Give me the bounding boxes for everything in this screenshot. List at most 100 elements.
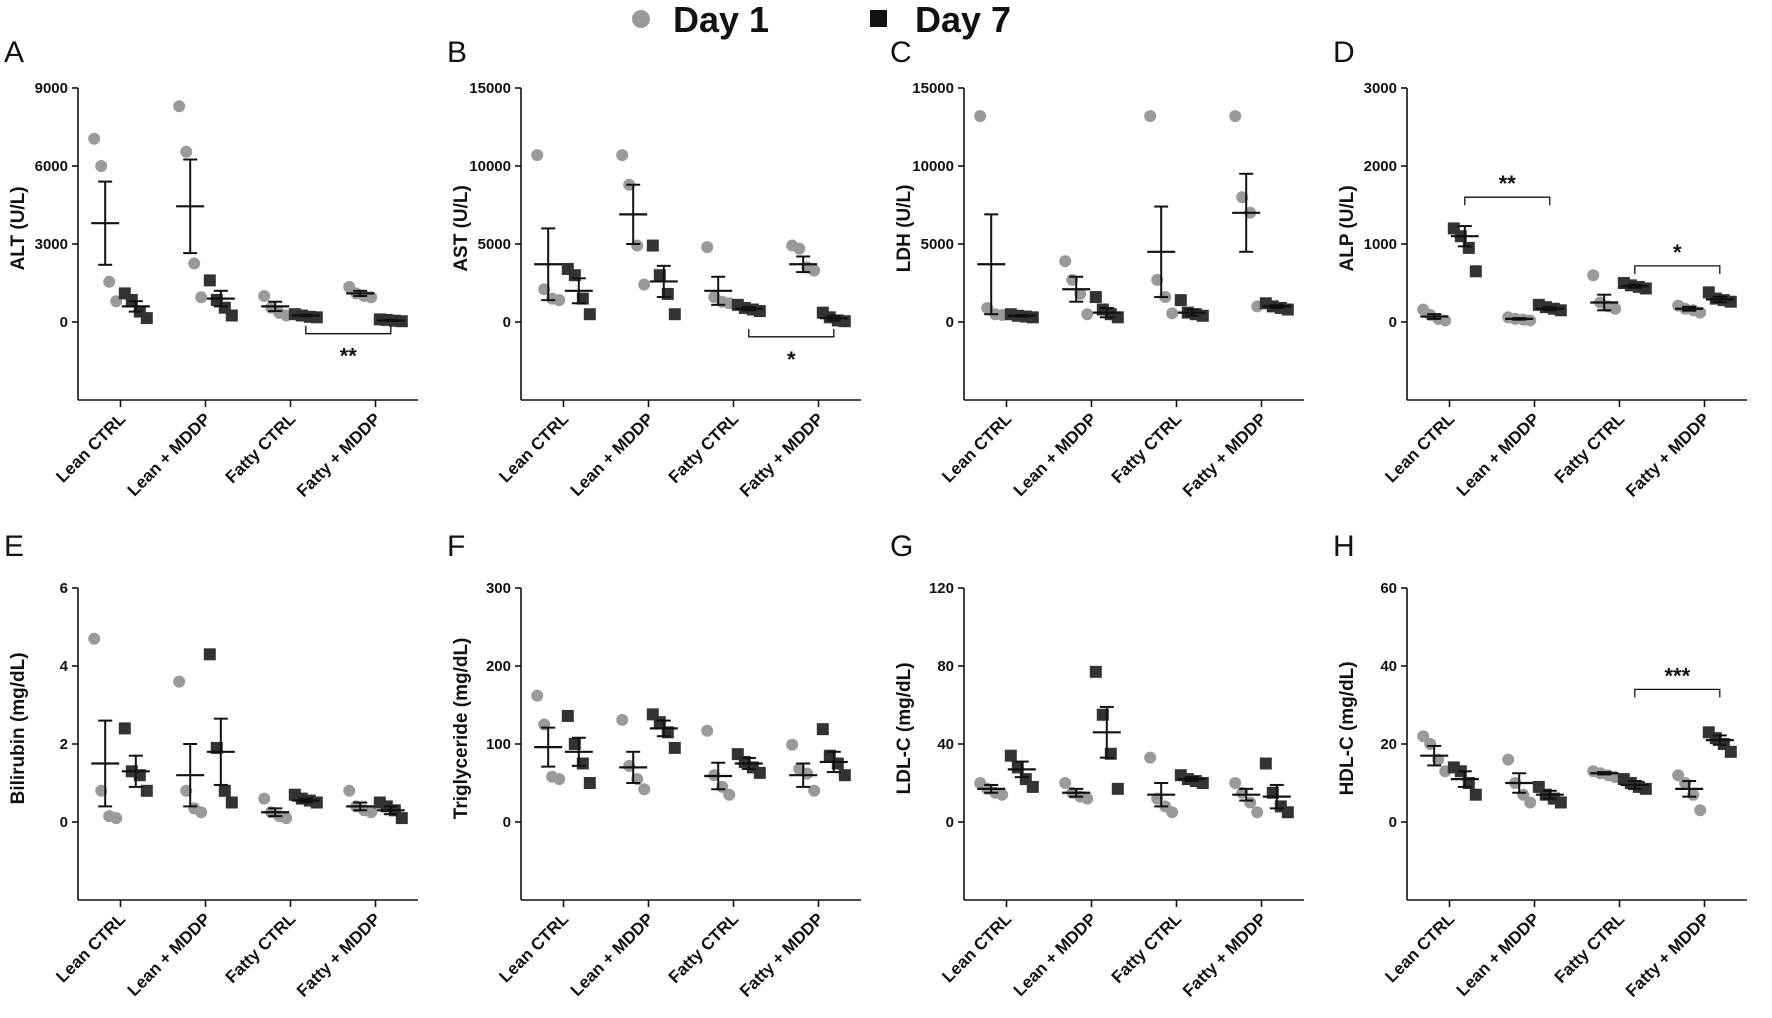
data-point-day1 <box>1081 308 1094 321</box>
data-point-day1 <box>808 784 821 797</box>
data-point-day7 <box>1111 782 1124 795</box>
data-point-day1 <box>996 788 1009 801</box>
x-tick-label: Fatty + MDDP <box>293 409 384 500</box>
x-tick-label: Lean CTRL <box>495 909 572 986</box>
panel-letter: B <box>447 36 467 69</box>
data-point-day7 <box>753 766 766 779</box>
data-point-day1 <box>553 294 566 307</box>
y-axis-label: ALT (U/L) <box>8 186 29 270</box>
data-point-day1 <box>195 806 208 819</box>
significance-bracket <box>305 325 392 335</box>
data-point-day1 <box>616 713 629 726</box>
x-tick-label: Fatty CTRL <box>1108 909 1186 987</box>
data-point-day1 <box>258 792 271 805</box>
y-axis-label: LDL-C (mg/dL) <box>894 662 915 794</box>
y-tick-label: 3000 <box>35 236 68 253</box>
panel-letter: C <box>890 36 912 69</box>
y-tick-label: 0 <box>60 314 68 331</box>
data-point-day1 <box>88 632 101 645</box>
data-point-day1 <box>701 241 714 254</box>
data-point-day7 <box>1004 749 1017 762</box>
significance-label: * <box>1673 240 1682 265</box>
data-point-day1 <box>110 812 123 825</box>
y-axis-label: AST (U/L) <box>451 185 472 272</box>
data-point-day1 <box>1587 269 1600 282</box>
x-tick-label: Lean + MDDP <box>1453 909 1544 1000</box>
y-tick-label: 5000 <box>921 236 954 253</box>
y-tick-label: 40 <box>1380 658 1397 675</box>
x-tick-label: Lean CTRL <box>495 409 572 486</box>
data-point-day1 <box>1166 806 1179 819</box>
data-point-day1 <box>701 724 714 737</box>
data-point-day1 <box>195 291 208 304</box>
data-point-day7 <box>1111 311 1124 324</box>
x-tick-label: Fatty CTRL <box>665 909 743 987</box>
data-point-day1 <box>1672 769 1685 782</box>
y-tick-label: 9000 <box>35 80 68 97</box>
data-point-day7 <box>583 308 596 321</box>
data-point-day7 <box>310 311 323 324</box>
data-point-day1 <box>1166 307 1179 320</box>
y-tick-label: 6000 <box>35 158 68 175</box>
x-tick-label: Lean + MDDP <box>567 409 658 500</box>
data-point-day7 <box>225 796 238 809</box>
y-tick-label: 200 <box>486 658 511 675</box>
y-tick-label: 0 <box>946 314 954 331</box>
y-tick-label: 10000 <box>469 158 511 175</box>
significance-label: *** <box>1664 663 1690 688</box>
y-tick-label: 0 <box>946 814 954 831</box>
x-tick-label: Lean + MDDP <box>567 909 658 1000</box>
data-point-day1 <box>723 788 736 801</box>
data-point-day1 <box>343 784 356 797</box>
data-point-day7 <box>646 239 659 252</box>
data-point-day1 <box>1251 806 1264 819</box>
y-tick-label: 0 <box>1389 314 1397 331</box>
x-tick-label: Lean CTRL <box>1381 909 1458 986</box>
x-tick-label: Fatty + MDDP <box>1622 409 1713 500</box>
significance-bracket <box>748 328 835 338</box>
data-point-day7 <box>395 812 408 825</box>
data-point-day1 <box>1502 753 1515 766</box>
data-point-day7 <box>203 648 216 661</box>
data-point-day7 <box>1469 788 1482 801</box>
panel-letter: A <box>4 36 24 69</box>
x-tick-label: Lean + MDDP <box>1453 409 1544 500</box>
panel-letter: D <box>1333 36 1355 69</box>
significance-bracket <box>1634 688 1721 698</box>
x-tick-label: Fatty + MDDP <box>293 909 384 1000</box>
x-tick-label: Fatty + MDDP <box>1622 909 1713 1000</box>
data-point-day1 <box>786 738 799 751</box>
data-point-day7 <box>668 308 681 321</box>
x-tick-label: Lean CTRL <box>52 909 129 986</box>
data-point-day1 <box>1524 796 1537 809</box>
y-tick-label: 120 <box>929 580 954 597</box>
data-point-day7 <box>1469 265 1482 278</box>
x-tick-label: Fatty CTRL <box>1551 909 1629 987</box>
data-point-day1 <box>793 242 806 255</box>
x-tick-label: Lean + MDDP <box>1010 409 1101 500</box>
data-point-day7 <box>1281 806 1294 819</box>
data-point-day1 <box>616 149 629 162</box>
panel-letter: E <box>4 530 24 563</box>
y-tick-label: 0 <box>503 814 511 831</box>
y-tick-label: 0 <box>1389 814 1397 831</box>
x-tick-label: Fatty + MDDP <box>1179 409 1270 500</box>
data-point-day7 <box>140 784 153 797</box>
data-point-day7 <box>1174 294 1187 307</box>
significance-label: ** <box>1499 171 1517 196</box>
panel-f: F 0 100 200 300 Triglyceride (mg/dL) Lean CTRL… <box>447 530 861 1001</box>
data-point-day1 <box>1059 255 1072 268</box>
data-point-day1 <box>638 783 651 796</box>
data-point-day7 <box>1724 745 1737 758</box>
y-axis-label: HDL-C (mg/dL) <box>1337 661 1358 795</box>
data-point-day7 <box>1026 780 1039 793</box>
x-tick-label: Lean CTRL <box>52 409 129 486</box>
y-tick-label: 0 <box>60 814 68 831</box>
